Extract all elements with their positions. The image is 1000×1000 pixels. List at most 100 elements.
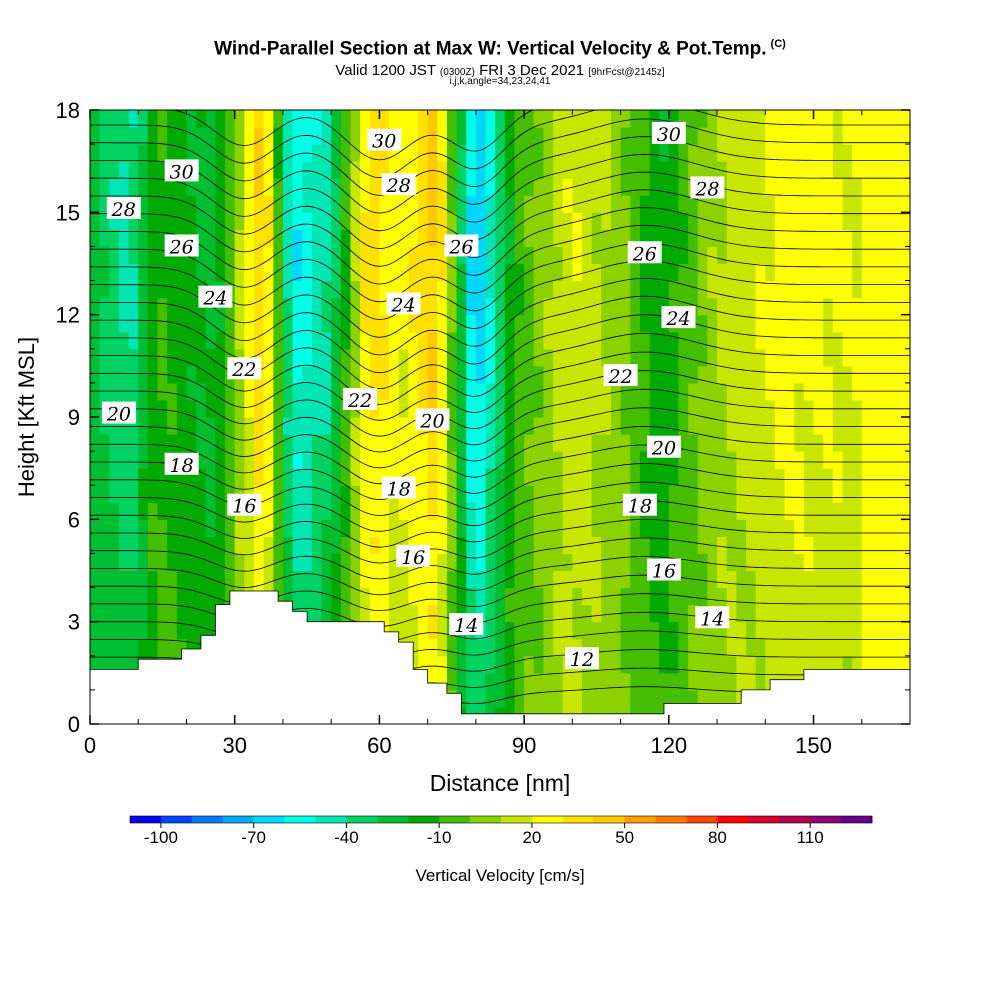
velocity-cell xyxy=(109,212,120,230)
theta-label: 14 xyxy=(449,613,484,637)
velocity-cell xyxy=(205,212,217,230)
velocity-cell xyxy=(823,365,834,384)
velocity-cell xyxy=(205,263,217,282)
velocity-cell xyxy=(717,621,728,640)
velocity-cell xyxy=(543,382,554,401)
colorbar-swatch xyxy=(130,816,162,823)
theta-label-text: 28 xyxy=(694,178,719,200)
velocity-cell xyxy=(157,417,168,435)
velocity-cell xyxy=(726,314,737,333)
velocity-cell xyxy=(167,399,178,418)
velocity-cell xyxy=(900,451,910,469)
velocity-cell xyxy=(475,519,487,537)
velocity-cell xyxy=(118,553,130,572)
velocity-cell xyxy=(755,314,766,333)
velocity-cell xyxy=(466,348,477,367)
velocity-cell xyxy=(99,246,110,265)
velocity-cell xyxy=(794,127,805,145)
velocity-cell xyxy=(244,280,255,299)
velocity-cell xyxy=(755,553,766,572)
velocity-cell xyxy=(524,587,535,606)
velocity-cell xyxy=(668,672,680,691)
velocity-cell xyxy=(475,331,487,350)
velocity-cell xyxy=(408,161,419,179)
velocity-cell xyxy=(437,587,448,606)
velocity-cell xyxy=(514,689,525,708)
velocity-cell xyxy=(437,144,448,162)
velocity-cell xyxy=(639,553,651,572)
velocity-cell xyxy=(620,604,631,623)
velocity-cell xyxy=(582,178,593,196)
velocity-cell xyxy=(861,485,873,503)
velocity-cell xyxy=(755,263,766,282)
velocity-cell xyxy=(147,553,159,572)
velocity-cell xyxy=(620,263,631,282)
velocity-cell xyxy=(794,434,805,452)
velocity-cell xyxy=(610,331,622,350)
velocity-cell xyxy=(746,621,757,640)
velocity-cell xyxy=(234,110,245,128)
velocity-cell xyxy=(620,382,631,401)
velocity-cell xyxy=(591,365,602,384)
velocity-cell xyxy=(254,110,265,128)
velocity-cell xyxy=(610,519,622,537)
velocity-cell xyxy=(803,127,815,145)
velocity-cell xyxy=(340,110,352,128)
velocity-cell xyxy=(147,127,159,145)
velocity-cell xyxy=(601,263,612,282)
velocity-cell xyxy=(591,468,602,486)
velocity-cell xyxy=(610,229,622,248)
velocity-cell xyxy=(427,553,438,572)
velocity-cell xyxy=(99,587,110,606)
velocity-cell xyxy=(495,672,506,691)
velocity-cell xyxy=(832,468,844,486)
velocity-cell xyxy=(254,519,265,537)
velocity-cell xyxy=(234,195,245,213)
velocity-cell xyxy=(871,195,882,213)
velocity-cell xyxy=(861,536,873,555)
velocity-cell xyxy=(495,280,506,299)
colorbar-swatch xyxy=(501,816,533,823)
velocity-cell xyxy=(610,485,622,503)
velocity-cell xyxy=(890,280,901,299)
velocity-cell xyxy=(610,570,622,589)
velocity-cell xyxy=(157,519,168,537)
velocity-cell xyxy=(697,468,709,486)
velocity-cell xyxy=(553,263,564,282)
velocity-cell xyxy=(726,178,737,196)
velocity-cell xyxy=(639,417,651,435)
velocity-cell xyxy=(427,314,438,333)
velocity-cell xyxy=(109,587,120,606)
velocity-cell xyxy=(350,485,361,503)
velocity-cell xyxy=(282,263,294,282)
velocity-cell xyxy=(196,570,207,589)
velocity-cell xyxy=(582,689,593,708)
velocity-cell xyxy=(784,382,795,401)
velocity-cell xyxy=(167,212,178,230)
velocity-cell xyxy=(466,280,477,299)
velocity-cell xyxy=(437,553,448,572)
velocity-cell xyxy=(659,502,670,520)
velocity-cell xyxy=(639,621,651,640)
velocity-cell xyxy=(774,553,786,572)
velocity-cell xyxy=(398,314,409,333)
velocity-cell xyxy=(890,212,901,230)
velocity-cell xyxy=(331,178,342,196)
velocity-cell xyxy=(118,246,130,265)
velocity-cell xyxy=(774,280,786,299)
velocity-cell xyxy=(331,570,342,589)
velocity-cell xyxy=(311,297,323,316)
velocity-cell xyxy=(118,417,130,435)
velocity-cell xyxy=(591,314,602,333)
velocity-cell xyxy=(90,417,101,435)
velocity-cell xyxy=(659,485,670,503)
velocity-cell xyxy=(639,144,651,162)
velocity-cell xyxy=(726,161,737,179)
velocity-cell xyxy=(321,161,332,179)
velocity-cell xyxy=(591,280,602,299)
velocity-cell xyxy=(871,604,882,623)
velocity-cell xyxy=(485,263,496,282)
velocity-cell xyxy=(765,161,776,179)
velocity-cell xyxy=(466,161,477,179)
